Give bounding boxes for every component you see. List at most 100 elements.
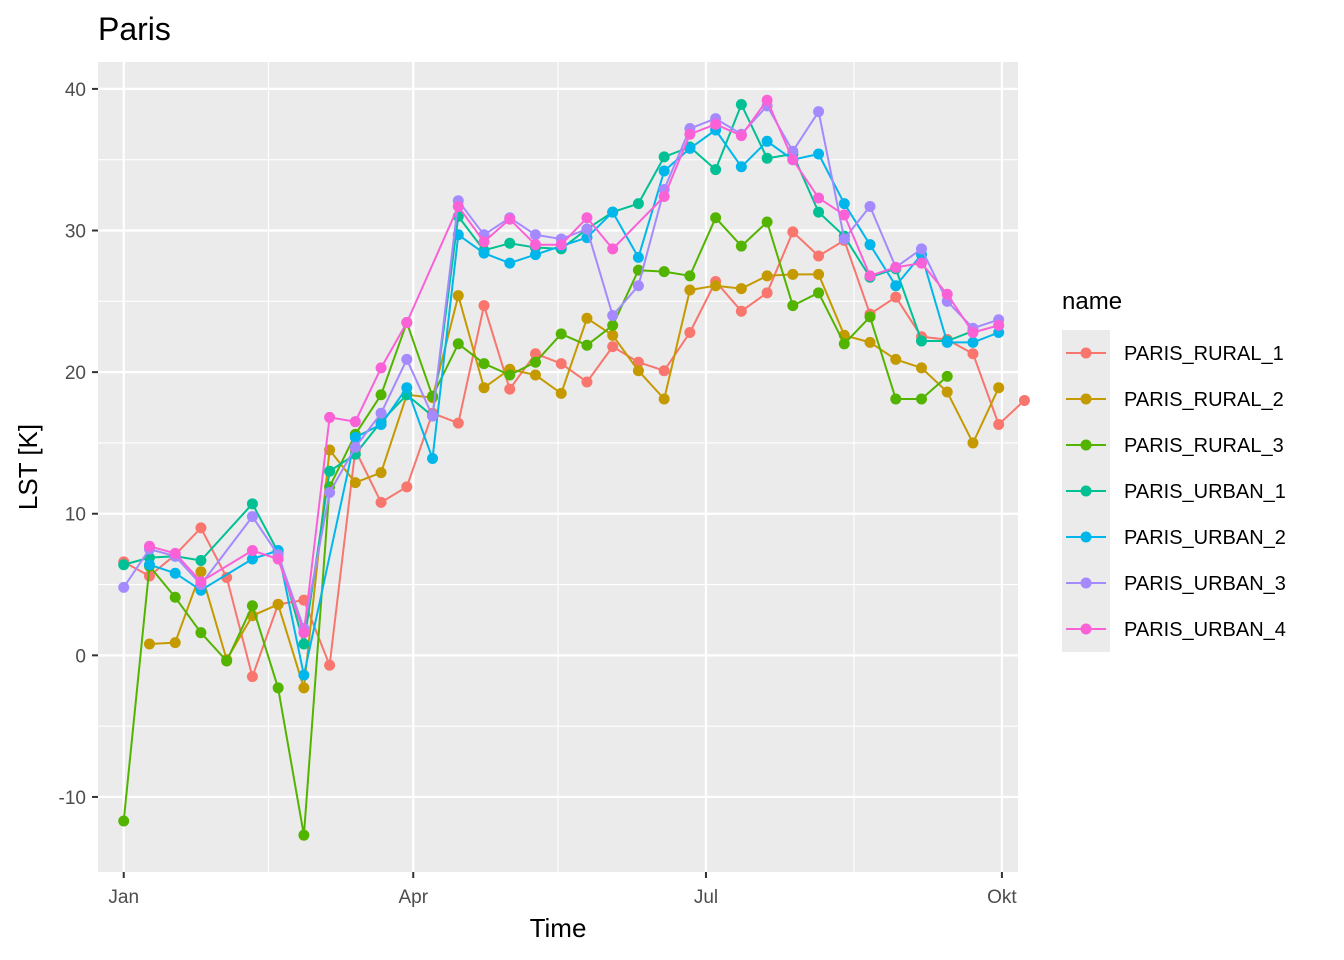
data-point	[787, 226, 799, 238]
data-point	[890, 291, 902, 303]
x-tick-label: Jan	[108, 887, 139, 908]
data-point	[298, 627, 310, 639]
data-point	[246, 553, 258, 565]
data-point	[890, 353, 902, 365]
major-gridlines	[98, 62, 1018, 872]
data-point	[838, 338, 850, 350]
data-point	[761, 94, 773, 106]
legend-label: PARIS_RURAL_1	[1124, 343, 1284, 365]
legend-label: PARIS_URBAN_3	[1124, 573, 1286, 595]
data-point	[761, 216, 773, 228]
series-paris-urban-4	[143, 94, 1005, 639]
data-point	[607, 341, 619, 353]
data-point	[632, 365, 644, 377]
data-point	[452, 338, 464, 350]
data-point	[838, 233, 850, 245]
data-point	[993, 382, 1005, 394]
data-point	[246, 600, 258, 612]
legend-label: PARIS_URBAN_2	[1124, 527, 1286, 549]
data-point	[324, 411, 336, 423]
data-point	[349, 416, 361, 428]
data-point	[581, 212, 593, 224]
data-point	[941, 288, 953, 300]
data-point	[504, 383, 516, 395]
data-point	[195, 522, 207, 534]
legend-key-point	[1080, 623, 1092, 635]
data-point	[118, 815, 130, 827]
data-point	[761, 287, 773, 299]
legend-item: PARIS_URBAN_1	[1066, 481, 1286, 503]
data-point	[452, 200, 464, 212]
legend-title: name	[1062, 288, 1122, 315]
x-tick-label: Jul	[694, 887, 718, 908]
data-point	[143, 638, 155, 650]
chart-title: Paris	[98, 11, 171, 47]
data-point	[710, 118, 722, 130]
data-point	[684, 128, 696, 140]
data-point	[684, 270, 696, 282]
data-point	[838, 198, 850, 210]
data-point	[143, 540, 155, 552]
data-point	[632, 198, 644, 210]
data-point	[375, 467, 387, 479]
data-point	[761, 152, 773, 164]
data-point	[452, 290, 464, 302]
data-point	[555, 328, 567, 340]
data-point	[349, 431, 361, 443]
data-point	[787, 300, 799, 312]
legend-key-point	[1080, 531, 1092, 543]
data-point	[813, 268, 825, 280]
data-point	[349, 477, 361, 489]
data-point	[529, 239, 541, 251]
data-point	[246, 498, 258, 510]
data-point	[581, 223, 593, 235]
data-point	[221, 655, 233, 667]
data-point	[195, 627, 207, 639]
data-point	[915, 335, 927, 347]
legend-items: PARIS_RURAL_1 PARIS_RURAL_2 PARIS_RURAL_3 P…	[1066, 343, 1286, 641]
data-point	[504, 213, 516, 225]
series-paris-rural-2	[143, 268, 1005, 694]
data-point	[607, 243, 619, 255]
legend-label: PARIS_URBAN_4	[1124, 619, 1286, 641]
data-point	[607, 329, 619, 341]
data-point	[658, 191, 670, 203]
data-point	[555, 239, 567, 251]
data-point	[632, 280, 644, 292]
x-axis-title: Time	[530, 913, 587, 943]
data-point	[401, 481, 413, 493]
data-point	[324, 465, 336, 477]
data-point	[375, 496, 387, 508]
data-point	[555, 358, 567, 370]
data-point	[787, 154, 799, 166]
data-point	[555, 387, 567, 399]
data-point	[967, 326, 979, 338]
data-point	[710, 280, 722, 292]
y-axis-title: LST [K]	[13, 424, 43, 510]
data-point	[735, 305, 747, 317]
data-point	[658, 365, 670, 377]
data-point	[838, 209, 850, 221]
data-point	[915, 362, 927, 374]
data-point	[967, 348, 979, 360]
data-point	[504, 369, 516, 381]
data-point	[813, 106, 825, 118]
data-point	[375, 407, 387, 419]
data-point	[658, 151, 670, 163]
data-point	[143, 559, 155, 571]
data-point	[169, 547, 181, 559]
data-point	[915, 243, 927, 255]
legend-label: PARIS_RURAL_2	[1124, 389, 1284, 411]
data-point	[813, 250, 825, 262]
data-point	[298, 682, 310, 694]
data-point	[221, 571, 233, 583]
data-point	[272, 598, 284, 610]
data-point	[375, 389, 387, 401]
data-point	[864, 239, 876, 251]
data-point	[169, 567, 181, 579]
data-point	[890, 261, 902, 273]
data-point	[864, 200, 876, 212]
y-tick-label: 40	[65, 80, 86, 101]
x-axis: Jan Apr Jul Okt	[108, 872, 1017, 908]
data-point	[813, 192, 825, 204]
